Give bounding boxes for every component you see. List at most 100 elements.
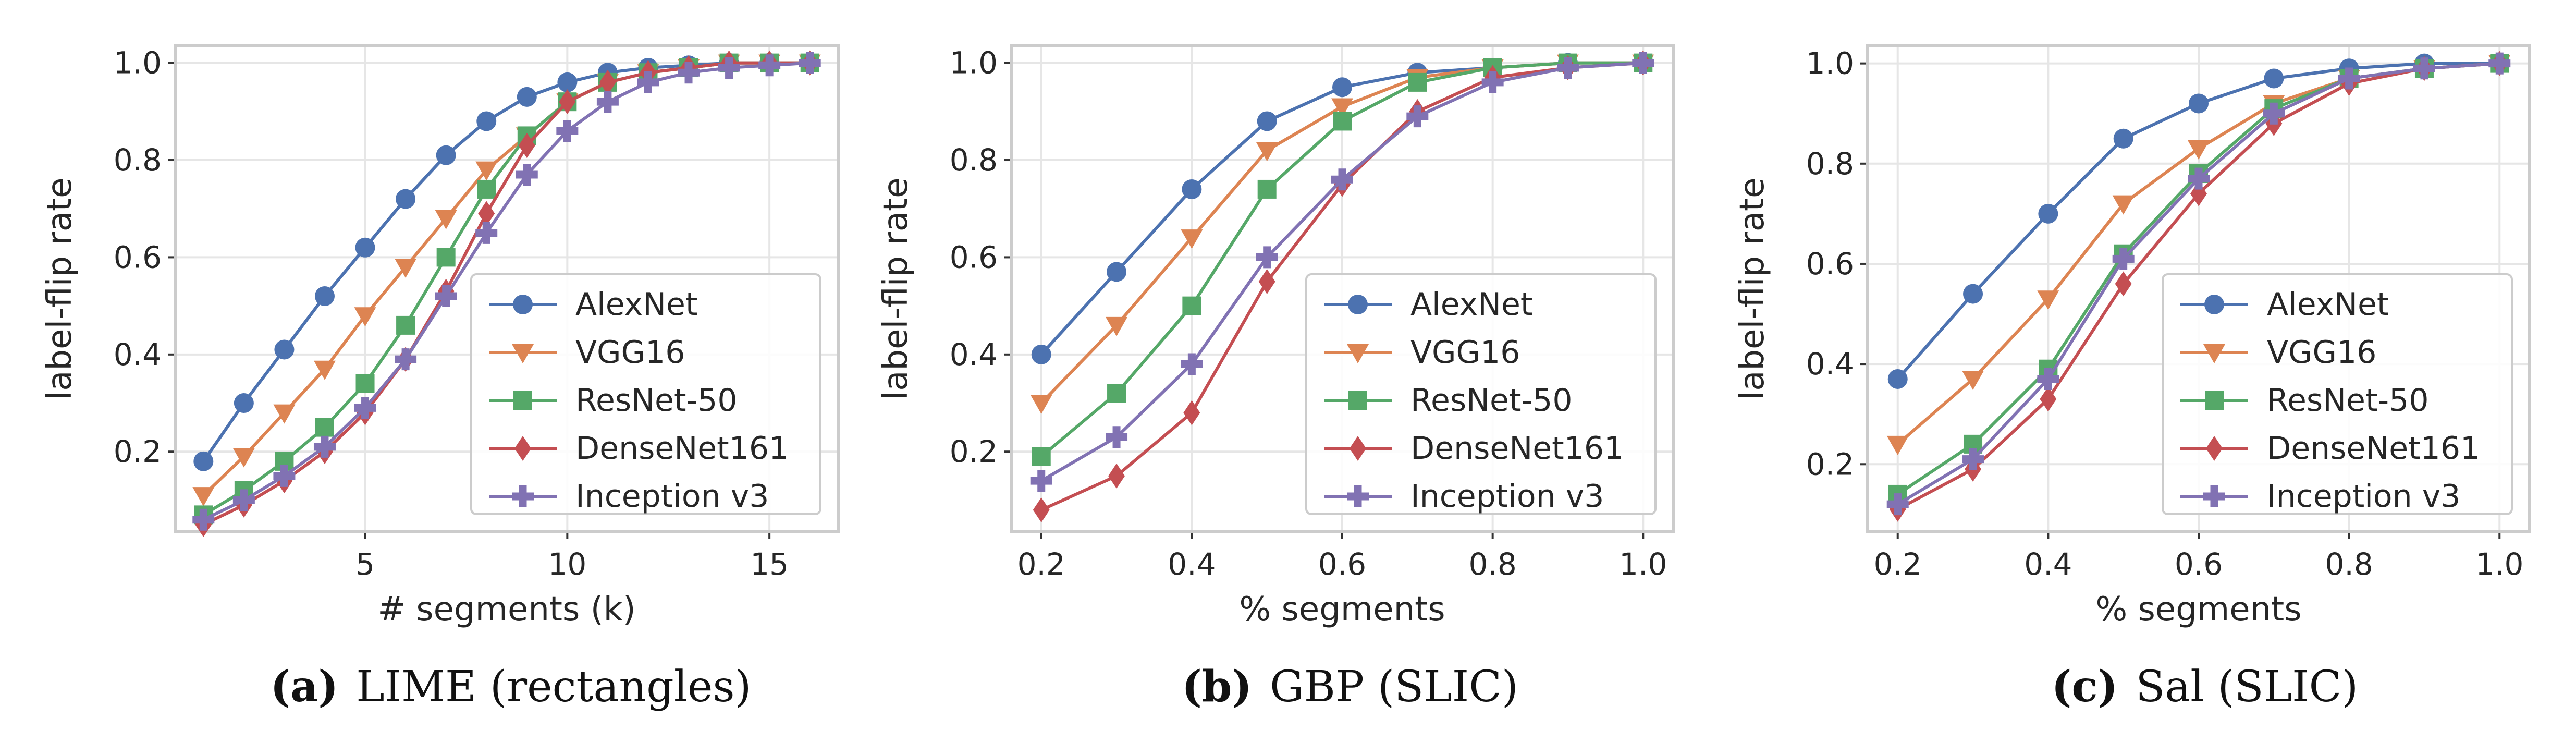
legend-label: Inception v3 <box>2267 478 2460 515</box>
data-point <box>678 62 700 84</box>
legend: AlexNet VGG16 ResNet-50 DenseNet161 Inceptio… <box>2162 273 2513 515</box>
data-point <box>355 237 375 258</box>
legend-marker <box>513 391 532 410</box>
data-point <box>557 72 578 92</box>
legend-marker <box>1350 436 1366 461</box>
data-point <box>1258 269 1275 295</box>
caption-b: (b) GBP (SLIC) <box>1011 658 1689 715</box>
axes-frame <box>1866 44 2531 533</box>
x-tick-label: 0.2 <box>1017 546 1065 582</box>
series-line <box>202 61 810 521</box>
data-point <box>2037 368 2059 390</box>
data-point <box>1182 179 1202 199</box>
y-tick-label: 0.2 <box>950 434 998 469</box>
data-point <box>1033 497 1050 523</box>
data-point <box>1107 262 1127 282</box>
x-tick-label: 5 <box>355 546 375 582</box>
series-inception-v3 <box>1030 52 1654 492</box>
legend-marker <box>513 295 533 314</box>
legend-label: DenseNet161 <box>2267 430 2480 467</box>
x-tick-label: 0.2 <box>1874 546 1922 582</box>
legend-box <box>470 273 821 515</box>
data-point <box>517 87 537 107</box>
data-point <box>1481 71 1504 93</box>
data-point <box>1331 168 1353 191</box>
legend-item: DenseNet161 <box>1324 430 1624 467</box>
legend-marker <box>1347 344 1369 363</box>
data-point <box>2190 181 2207 206</box>
series-line <box>202 61 810 526</box>
data-point <box>1257 179 1277 199</box>
caption-b-tag: (b) <box>1182 662 1253 712</box>
caption-a: (a) LIME (rectangles) <box>172 658 850 715</box>
y-tick-label: 0.2 <box>114 434 162 469</box>
data-point <box>436 248 456 267</box>
legend-label: VGG16 <box>575 334 685 371</box>
data-point <box>599 69 616 95</box>
legend-item: ResNet-50 <box>2180 382 2429 419</box>
data-point <box>395 348 417 371</box>
data-point <box>1257 111 1277 131</box>
legend-marker <box>1348 295 1368 314</box>
data-point <box>1963 284 1983 304</box>
y-tick-label: 1.0 <box>1806 46 1854 81</box>
legend-marker <box>512 485 534 507</box>
data-point <box>2115 271 2132 297</box>
data-point <box>2188 140 2210 160</box>
data-point <box>2113 128 2133 149</box>
legend-item: DenseNet161 <box>2180 430 2480 467</box>
legend-label: ResNet-50 <box>2267 382 2429 419</box>
legend-label: AlexNet <box>1410 286 1532 323</box>
legend-item: AlexNet <box>489 286 697 323</box>
y-tick-label: 0.6 <box>114 239 162 275</box>
data-point <box>273 465 296 487</box>
data-point <box>475 222 498 244</box>
data-point <box>395 259 417 278</box>
data-point <box>1031 344 1051 364</box>
data-point <box>758 54 781 77</box>
y-tick-label: 0.4 <box>950 337 998 372</box>
legend-label: VGG16 <box>1410 334 1520 371</box>
x-tick-label: 0.4 <box>2024 546 2072 582</box>
x-tick-label: 1.0 <box>2475 546 2523 582</box>
legend: AlexNet VGG16 ResNet-50 DenseNet161 Inceptio… <box>470 273 821 515</box>
x-tick-label: 0.6 <box>2175 546 2223 582</box>
data-point <box>2112 248 2135 270</box>
x-tick-label: 15 <box>750 546 789 582</box>
data-point <box>234 393 254 413</box>
x-tick-label: 1.0 <box>1619 546 1667 582</box>
y-tick-label: 0.6 <box>950 239 998 275</box>
caption-c-text: Sal (SLIC) <box>2136 662 2359 712</box>
data-point <box>1887 369 1908 389</box>
legend-label: DenseNet161 <box>1410 430 1624 467</box>
data-point <box>1406 105 1429 128</box>
data-point <box>1256 142 1278 162</box>
x-axis-label: % segments <box>1239 590 1445 629</box>
data-point <box>1182 296 1201 315</box>
data-point <box>559 89 576 115</box>
data-point <box>313 360 336 380</box>
data-point <box>355 374 375 393</box>
data-point <box>435 285 457 307</box>
data-point <box>1886 435 1909 455</box>
legend-item: VGG16 <box>1324 334 1520 371</box>
series-alexnet <box>1031 53 1653 364</box>
data-point <box>1256 246 1278 269</box>
y-tick-label: 0.8 <box>114 142 162 178</box>
data-point <box>2189 93 2209 114</box>
legend-label: ResNet-50 <box>575 382 738 419</box>
data-point <box>435 210 457 229</box>
legend-marker <box>1348 391 1367 410</box>
data-point <box>1333 112 1352 131</box>
legend-marker <box>2203 344 2225 363</box>
y-tick-label: 1.0 <box>950 45 998 81</box>
data-point <box>396 189 416 209</box>
legend-marker <box>2203 485 2225 507</box>
caption-a-text: LIME (rectangles) <box>356 662 752 712</box>
legend-item: AlexNet <box>2180 286 2389 323</box>
x-axis-label: # segments (k) <box>377 590 635 629</box>
y-tick-label: 1.0 <box>114 45 162 81</box>
legend-marker <box>2205 391 2224 410</box>
data-point <box>1632 52 1654 74</box>
